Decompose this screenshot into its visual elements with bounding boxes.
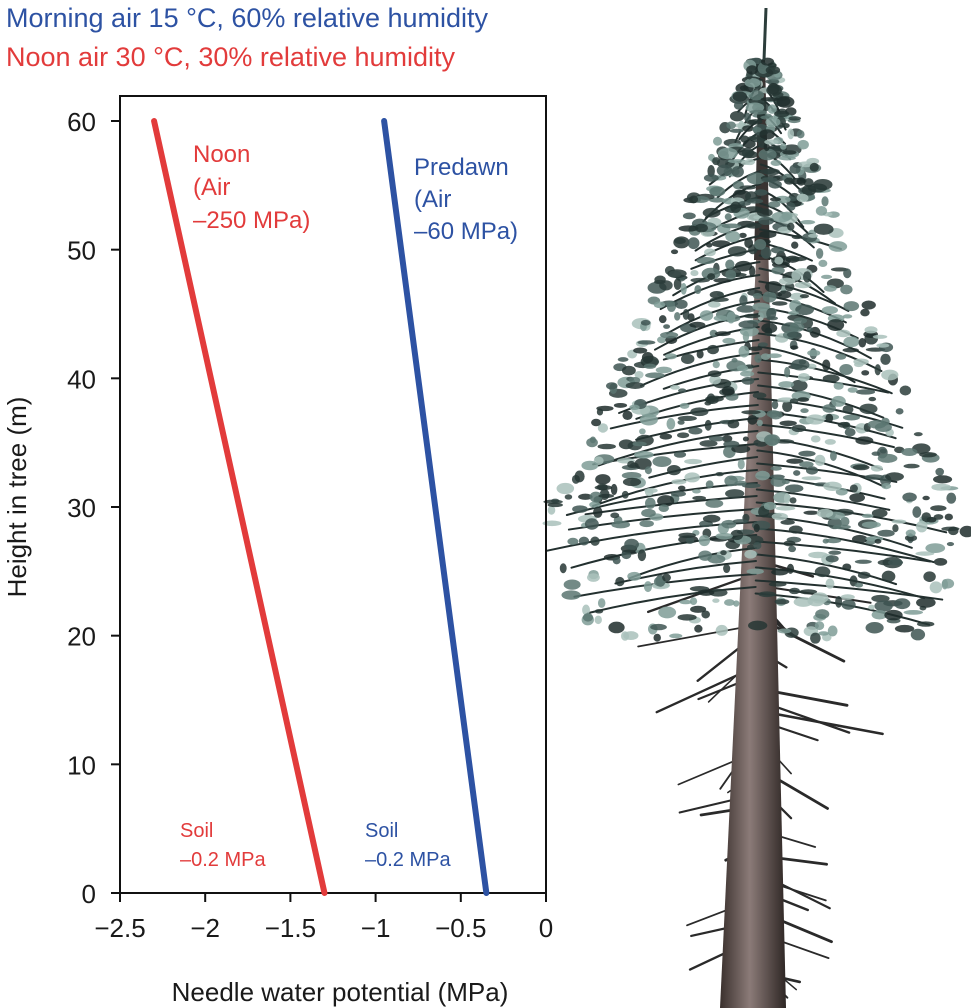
x-tick-label: −2.5 <box>94 913 145 943</box>
y-tick-label: 0 <box>82 879 96 909</box>
x-tick-label: −0.5 <box>435 913 486 943</box>
series-line-predawn <box>381 118 490 896</box>
x-axis-title: Needle water potential (MPa) <box>172 977 509 1007</box>
x-axis: −2.5 −2 −1.5 −1 −0.5 0 <box>94 893 553 943</box>
plot-frame <box>119 95 547 894</box>
annotation-text: (Air <box>414 186 451 213</box>
annotation-text: Noon <box>193 141 250 168</box>
x-tick-label: −1 <box>361 913 391 943</box>
annotation-text: Soil <box>365 820 398 842</box>
x-tick-label: −1.5 <box>265 913 316 943</box>
y-tick-label: 30 <box>67 493 96 523</box>
annotation-text: –0.2 MPa <box>365 849 451 871</box>
annotation-text: –250 MPa) <box>193 207 310 234</box>
annotation-text: (Air <box>193 174 230 201</box>
x-tick-label: −2 <box>190 913 220 943</box>
y-tick-label: 20 <box>67 622 96 652</box>
legend-morning-air: Morning air 15 °C, 60% relative humidity <box>6 3 489 33</box>
y-tick-label: 60 <box>67 107 96 137</box>
annotation-text: –60 MPa) <box>414 218 518 245</box>
series-line-noon <box>151 118 328 896</box>
annotations: Noon (Air –250 MPa) Predawn (Air –60 MPa) Soil… <box>180 141 518 871</box>
legend-noon-air: Noon air 30 °C, 30% relative humidity <box>6 42 456 72</box>
x-tick-label: 0 <box>539 913 553 943</box>
annotation-text: Soil <box>180 820 213 842</box>
conifer-tree-icon <box>542 7 971 1008</box>
series-layer <box>151 118 490 896</box>
y-axis-title: Height in tree (m) <box>2 397 32 598</box>
y-tick-label: 40 <box>67 364 96 394</box>
y-tick-label: 50 <box>67 236 96 266</box>
annotation-text: Predawn <box>414 154 509 181</box>
y-tick-label: 10 <box>67 750 96 780</box>
annotation-text: –0.2 MPa <box>180 849 266 871</box>
y-axis: 0 10 20 30 40 50 60 <box>67 107 120 909</box>
